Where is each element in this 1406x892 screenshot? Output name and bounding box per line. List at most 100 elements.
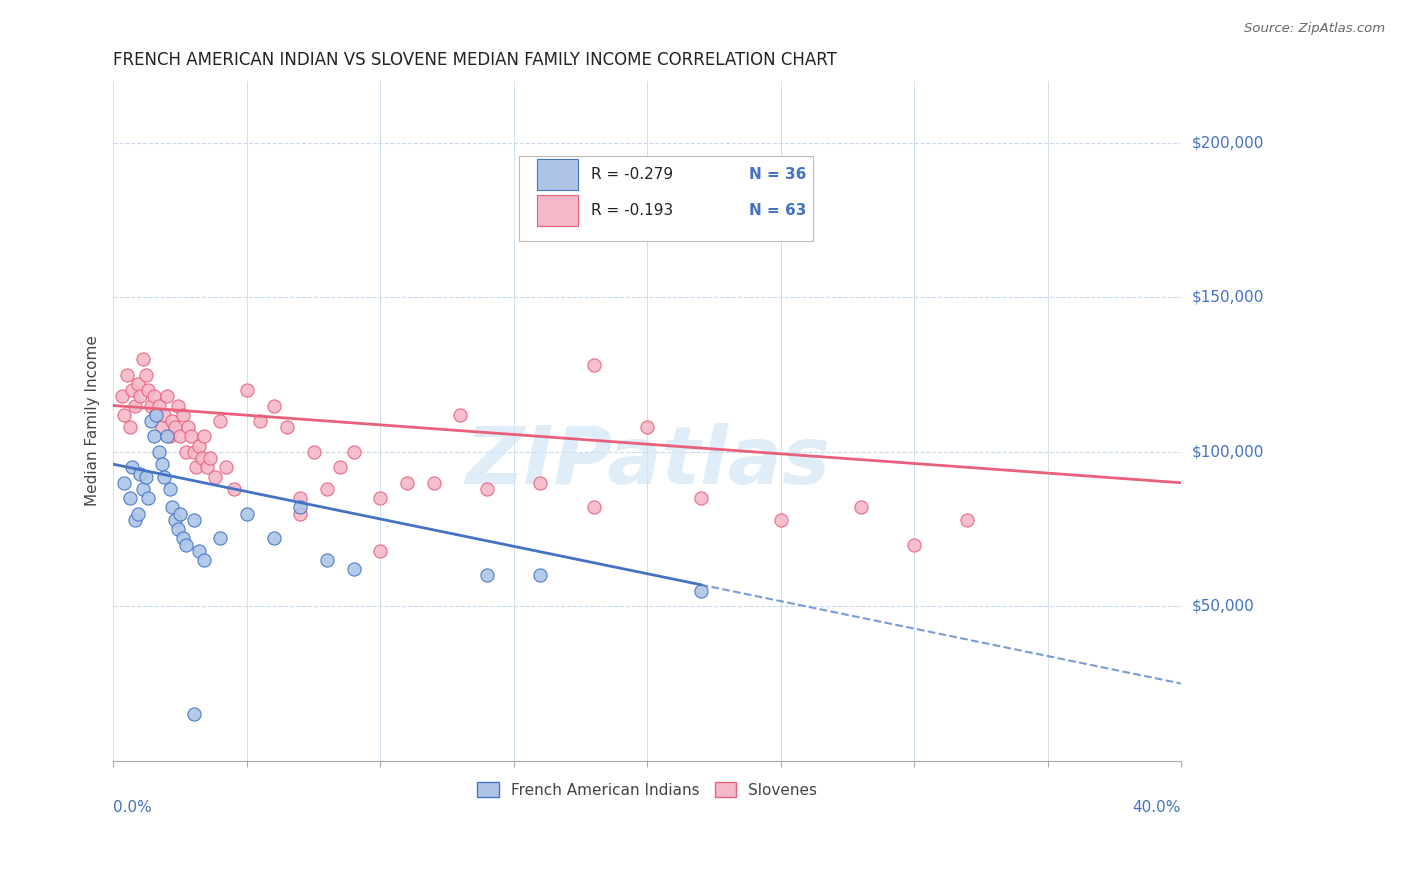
Point [903, 537, 925, 551]
Text: 0.0%: 0.0% [114, 799, 152, 814]
Point [187, 439, 209, 453]
Point [214, 460, 236, 475]
Point [174, 445, 197, 459]
Point [209, 414, 232, 428]
Point [204, 469, 226, 483]
Point [139, 399, 162, 413]
Point [150, 420, 173, 434]
Point [582, 500, 605, 515]
Point [166, 399, 188, 413]
Text: R = -0.279: R = -0.279 [591, 167, 673, 182]
Text: N = 63: N = 63 [748, 202, 806, 218]
Text: $150,000: $150,000 [1192, 290, 1264, 305]
Y-axis label: Median Family Income: Median Family Income [86, 335, 100, 507]
Point [132, 352, 155, 367]
Point [134, 368, 156, 382]
Point [529, 568, 551, 582]
Text: N = 36: N = 36 [748, 167, 806, 182]
Point [127, 376, 149, 391]
Point [290, 491, 312, 506]
Point [136, 491, 159, 506]
Point [127, 507, 149, 521]
Point [236, 507, 259, 521]
Point [209, 532, 232, 546]
Text: FRENCH AMERICAN INDIAN VS SLOVENE MEDIAN FAMILY INCOME CORRELATION CHART: FRENCH AMERICAN INDIAN VS SLOVENE MEDIAN… [114, 51, 838, 69]
Point [475, 482, 498, 496]
Point [159, 429, 181, 443]
Point [115, 368, 138, 382]
Text: $100,000: $100,000 [1192, 444, 1264, 459]
Point [370, 491, 392, 506]
Point [163, 420, 186, 434]
Point [193, 429, 215, 443]
Point [145, 408, 167, 422]
Point [236, 383, 259, 397]
Point [183, 513, 205, 527]
Point [396, 475, 419, 490]
Point [153, 408, 176, 422]
Point [187, 543, 209, 558]
Text: ZIPatlas: ZIPatlas [465, 423, 830, 500]
Point [290, 507, 312, 521]
Point [849, 500, 872, 515]
Text: Source: ZipAtlas.com: Source: ZipAtlas.com [1244, 22, 1385, 36]
Point [129, 389, 152, 403]
Point [276, 420, 298, 434]
Legend: French American Indians, Slovenes: French American Indians, Slovenes [471, 776, 824, 804]
FancyBboxPatch shape [519, 156, 813, 241]
Point [142, 429, 165, 443]
Point [139, 414, 162, 428]
Point [121, 460, 143, 475]
Point [329, 460, 352, 475]
Point [124, 513, 146, 527]
Point [180, 429, 202, 443]
Text: $200,000: $200,000 [1192, 136, 1264, 151]
Point [343, 445, 366, 459]
Point [195, 460, 218, 475]
Point [153, 469, 176, 483]
Point [529, 475, 551, 490]
Point [177, 420, 200, 434]
Point [136, 383, 159, 397]
Point [112, 408, 135, 422]
Point [172, 408, 194, 422]
Point [163, 513, 186, 527]
Point [160, 414, 183, 428]
Point [290, 500, 312, 515]
Text: $50,000: $50,000 [1192, 599, 1254, 614]
Point [174, 537, 197, 551]
Point [343, 562, 366, 576]
Point [132, 482, 155, 496]
Point [316, 482, 339, 496]
Point [222, 482, 245, 496]
Point [142, 389, 165, 403]
FancyBboxPatch shape [537, 159, 578, 190]
Point [186, 460, 208, 475]
Point [110, 389, 132, 403]
Point [166, 522, 188, 536]
FancyBboxPatch shape [537, 194, 578, 226]
Point [148, 399, 170, 413]
Point [193, 553, 215, 567]
Point [263, 399, 285, 413]
Point [302, 445, 325, 459]
Point [689, 491, 711, 506]
Point [118, 491, 141, 506]
Point [150, 457, 173, 471]
Point [160, 500, 183, 515]
Point [129, 467, 152, 481]
Point [198, 451, 221, 466]
Point [956, 513, 979, 527]
Point [159, 482, 181, 496]
Point [145, 408, 167, 422]
Point [689, 583, 711, 598]
Point [422, 475, 444, 490]
Point [148, 445, 170, 459]
Point [190, 451, 212, 466]
Point [156, 389, 179, 403]
Point [124, 399, 146, 413]
Text: R = -0.193: R = -0.193 [591, 202, 673, 218]
Point [316, 553, 339, 567]
Point [156, 429, 179, 443]
Point [169, 429, 191, 443]
